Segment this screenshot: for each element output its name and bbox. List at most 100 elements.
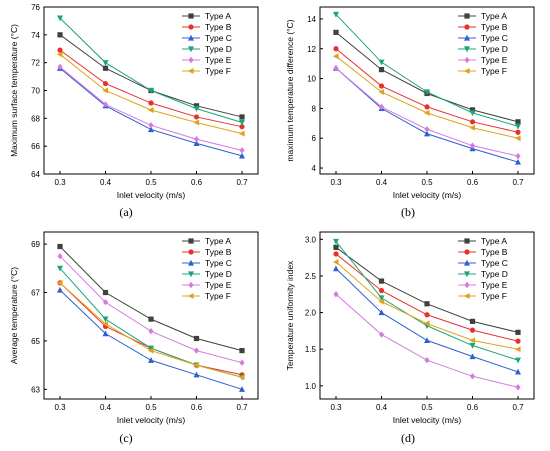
data-point xyxy=(378,278,385,284)
legend-entry: Type A xyxy=(205,236,231,246)
data-point xyxy=(469,327,476,333)
data-point xyxy=(57,286,63,293)
data-point xyxy=(424,89,430,96)
legend-entry: Type D xyxy=(205,269,232,279)
data-point xyxy=(148,316,154,322)
x-tick-label: 0.3 xyxy=(330,403,342,412)
legend-marker xyxy=(188,46,194,53)
data-point xyxy=(469,107,476,113)
y-tick-label: 74 xyxy=(31,31,40,40)
legend-entry: Type F xyxy=(481,66,507,76)
legend-marker xyxy=(464,24,470,30)
panel-label: (b) xyxy=(401,205,415,219)
y-tick-label: 10 xyxy=(307,75,316,84)
legend-entry: Type D xyxy=(481,44,508,54)
chart-panel-c: 0.3 0.4 0.5 0.6 0.7 63 65 67 69 Inlet velocity (m… xyxy=(9,231,259,445)
x-axis-label: Inlet velocity (m/s) xyxy=(117,415,186,425)
y-axis-label: Average temperature (°C) xyxy=(9,267,19,364)
x-tick-label: 0.6 xyxy=(191,403,203,412)
data-point xyxy=(333,46,339,52)
legend-marker xyxy=(187,293,194,299)
data-point xyxy=(193,136,200,143)
x-axis-label: Inlet velocity (m/s) xyxy=(393,190,462,200)
legend-marker xyxy=(188,238,194,244)
data-point xyxy=(57,63,63,71)
x-tick-label: 0.6 xyxy=(467,403,479,412)
data-point xyxy=(57,47,63,53)
data-point xyxy=(57,32,63,38)
legend-entry: Type F xyxy=(205,291,231,301)
x-tick-label: 0.5 xyxy=(145,403,157,412)
data-point xyxy=(424,337,430,344)
chart-panel-d: 0.3 0.4 0.5 0.6 0.7 1.0 1.5 2.0 2.5 3.0 Inlet velo… xyxy=(285,231,535,445)
data-point xyxy=(57,243,63,250)
data-point xyxy=(193,362,200,369)
legend-entry: Type A xyxy=(205,11,231,21)
y-tick-label: 8 xyxy=(312,104,317,113)
y-tick-label: 68 xyxy=(31,114,40,123)
data-point xyxy=(102,298,109,306)
y-tick-label: 70 xyxy=(31,87,40,96)
chart-panel-b: 0.3 0.4 0.5 0.6 0.7 4 6 8 10 12 14 Inlet velocity (… xyxy=(285,6,535,219)
data-point xyxy=(193,140,200,146)
data-point xyxy=(515,329,521,335)
legend-entry: Type E xyxy=(205,280,232,290)
data-point xyxy=(515,338,521,344)
legend-marker xyxy=(187,68,194,74)
data-point xyxy=(515,158,521,165)
x-tick-label: 0.5 xyxy=(145,178,157,187)
data-point xyxy=(239,347,245,354)
data-point xyxy=(378,67,385,73)
legend-marker xyxy=(188,259,194,266)
y-tick-label: 66 xyxy=(31,142,40,151)
x-axis-label: Inlet velocity (m/s) xyxy=(393,415,462,425)
data-point xyxy=(193,105,200,112)
data-point xyxy=(378,103,385,111)
legend-marker xyxy=(464,238,470,244)
chart-panel-a: 0.3 0.4 0.5 0.6 0.7 64 66 68 70 72 74 76 Inlet veloc… xyxy=(9,3,259,219)
x-tick-label: 0.6 xyxy=(467,178,479,187)
x-tick-label: 0.7 xyxy=(236,403,248,412)
y-axis-label: maximum temperature difference (°C) xyxy=(285,19,295,161)
legend-entry: Type E xyxy=(481,55,508,65)
y-tick-label: 2.0 xyxy=(305,309,317,318)
y-axis-label: Temperature uniformity index xyxy=(285,260,295,370)
legend-marker xyxy=(188,56,194,64)
data-point xyxy=(515,152,521,160)
data-point xyxy=(147,347,154,354)
data-point xyxy=(469,337,476,344)
data-point xyxy=(424,312,430,318)
data-point xyxy=(332,53,339,60)
y-tick-label: 2.5 xyxy=(305,272,317,281)
y-tick-label: 12 xyxy=(307,45,316,54)
y-tick-label: 3.0 xyxy=(305,235,317,244)
data-point xyxy=(102,330,109,337)
data-point xyxy=(238,374,245,381)
data-point xyxy=(515,119,521,125)
data-point xyxy=(102,289,109,296)
data-point xyxy=(148,357,154,363)
data-point xyxy=(469,353,476,360)
legend-entry: Type B xyxy=(205,247,232,257)
data-point xyxy=(333,291,339,298)
x-tick-label: 0.5 xyxy=(421,178,433,187)
legend-marker xyxy=(188,249,194,255)
data-point xyxy=(424,301,430,307)
data-point xyxy=(378,309,385,316)
legend-marker xyxy=(463,68,470,74)
legend-marker xyxy=(188,281,194,289)
data-point xyxy=(378,298,385,305)
data-point xyxy=(239,359,245,366)
x-axis-label: Inlet velocity (m/s) xyxy=(117,190,186,200)
legend-marker xyxy=(188,24,194,30)
legend-marker xyxy=(464,281,470,289)
data-point xyxy=(333,251,339,257)
x-tick-label: 0.4 xyxy=(376,403,388,412)
x-tick-label: 0.3 xyxy=(54,178,66,187)
panel-label: (d) xyxy=(401,431,415,445)
data-point xyxy=(469,110,476,117)
data-point xyxy=(239,152,245,159)
legend-marker xyxy=(464,56,470,64)
data-point xyxy=(193,371,200,378)
